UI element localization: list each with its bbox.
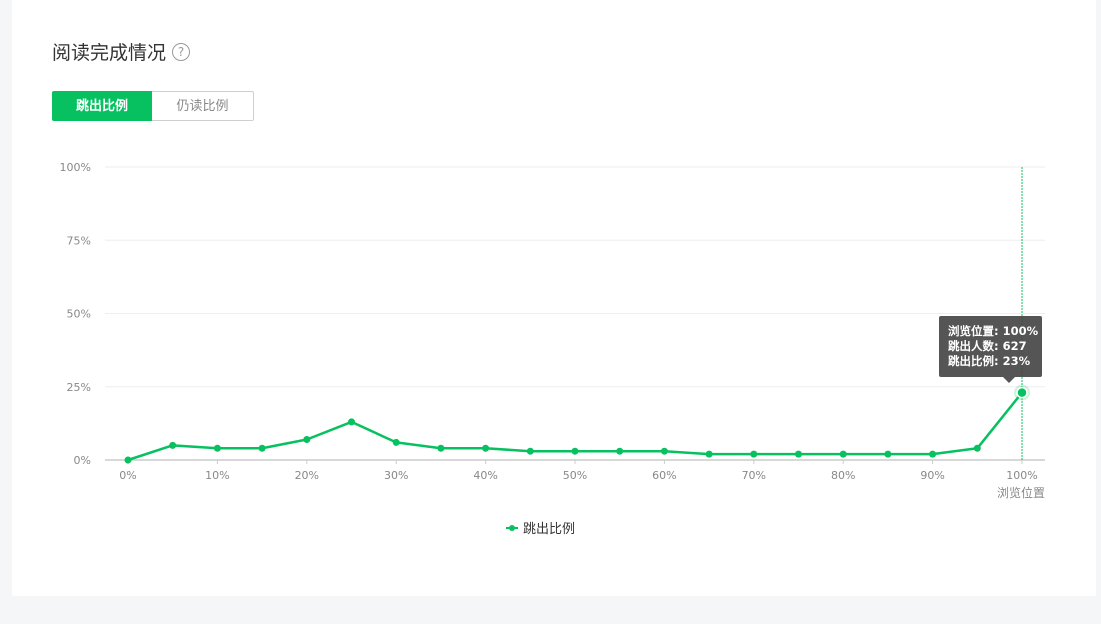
data-point: [884, 450, 892, 458]
x-tick-label: 10%: [205, 469, 229, 482]
data-point: [973, 444, 981, 452]
y-tick-label: 100%: [60, 161, 91, 174]
data-point: [169, 441, 177, 449]
data-point: [795, 450, 802, 458]
section-title: 阅读完成情况 ?: [52, 38, 191, 65]
chart-legend[interactable]: 跳出比例: [506, 518, 575, 537]
x-tick-label: 100%: [1006, 469, 1037, 482]
chart-tooltip: 浏览位置: 100% 跳出人数: 627 跳出比例: 23%: [939, 316, 1042, 383]
data-point: [929, 450, 937, 458]
x-axis-title: 浏览位置: [997, 485, 1045, 500]
y-tick-label: 50%: [67, 308, 91, 321]
data-point: [124, 456, 132, 464]
data-point: [839, 450, 847, 458]
x-tick-label: 60%: [652, 469, 676, 482]
tooltip-count: 跳出人数: 627: [948, 339, 1027, 353]
data-point: [571, 447, 579, 455]
y-tick-label: 0%: [74, 454, 91, 467]
reading-completion-card: 阅读完成情况 ? 跳出比例 仍读比例: [12, 0, 1096, 596]
data-point: [705, 450, 713, 458]
x-tick-label: 20%: [295, 469, 319, 482]
data-point: [303, 435, 311, 443]
y-tick-label: 25%: [67, 381, 91, 394]
x-tick-label: 30%: [384, 469, 408, 482]
x-tick-label: 50%: [563, 469, 587, 482]
tab-still-reading-ratio[interactable]: 仍读比例: [152, 91, 254, 121]
data-point: [258, 444, 266, 452]
data-point: [526, 447, 534, 455]
data-point: [660, 447, 668, 455]
legend-line-marker-icon: [506, 523, 518, 533]
data-point: [750, 450, 758, 458]
data-point: [616, 447, 624, 455]
data-point: [348, 418, 355, 426]
x-tick-label: 90%: [920, 469, 944, 482]
section-title-text: 阅读完成情况: [52, 42, 167, 64]
legend-label: 跳出比例: [523, 522, 576, 537]
metric-tabs: 跳出比例 仍读比例: [52, 91, 254, 121]
data-point: [437, 444, 445, 452]
y-tick-label: 75%: [67, 234, 91, 247]
x-tick-label: 0%: [119, 469, 136, 482]
tab-bounce-ratio[interactable]: 跳出比例: [52, 91, 152, 121]
data-point: [392, 438, 400, 446]
tooltip-position: 浏览位置: 100%: [948, 324, 1039, 338]
tooltip-ratio: 跳出比例: 23%: [948, 354, 1031, 368]
x-tick-label: 40%: [473, 469, 497, 482]
x-tick-label: 80%: [831, 469, 855, 482]
data-point: [482, 444, 490, 452]
highlighted-data-point: [1016, 386, 1028, 399]
x-tick-label: 70%: [742, 469, 766, 482]
data-point: [213, 444, 221, 452]
help-icon[interactable]: ?: [172, 42, 191, 61]
